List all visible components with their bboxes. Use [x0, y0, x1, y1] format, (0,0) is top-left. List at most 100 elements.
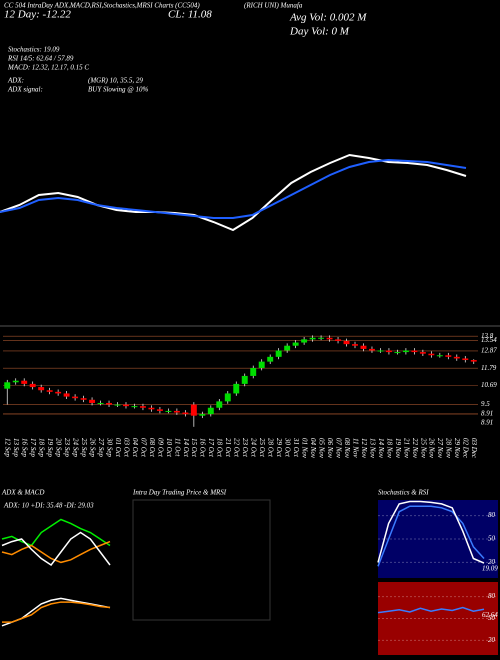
indicator-line: [1, 540, 111, 564]
x-tick-label: 28 Oct: [267, 438, 275, 458]
candle-body: [63, 393, 70, 397]
x-tick-label: 27 Sep: [97, 438, 105, 457]
candle-body: [445, 355, 452, 357]
x-tick-label: 26 Nov: [428, 438, 436, 459]
candle-body: [250, 367, 257, 376]
x-tick-label: 19 Sep: [46, 438, 54, 457]
x-tick-label: 08 Nov: [343, 438, 351, 459]
candle-body: [462, 358, 469, 361]
x-tick-label: 24 Oct: [250, 438, 258, 458]
rsi: RSI 14/5: 62.64 / 57.89: [7, 55, 74, 63]
candle-body: [106, 402, 112, 405]
candle-body: [72, 396, 79, 399]
candle-body: [292, 342, 299, 346]
x-tick-label: 18 Nov: [385, 438, 393, 459]
x-tick-label: 25 Nov: [419, 438, 427, 459]
y-tick-label: 20: [488, 636, 496, 644]
x-tick-label: 21 Nov: [402, 438, 410, 459]
candle-body: [182, 412, 189, 415]
x-tick-label: 03 Oct: [122, 438, 130, 458]
candle-body: [199, 414, 206, 416]
x-tick-label: 19 Nov: [394, 438, 402, 459]
day-change: 12 Day: -12.22: [4, 9, 71, 21]
y-tick-label: 8.91: [481, 410, 493, 418]
avg-volume: Avg Vol: 0.002 M: [289, 12, 367, 24]
y-tick-label: 10.69: [481, 381, 497, 389]
x-tick-label: 12 Sep: [4, 438, 12, 457]
x-tick-label: 31 Oct: [292, 437, 300, 458]
candle-body: [258, 361, 265, 368]
annotation: 19.09: [482, 565, 498, 573]
x-tick-label: 04 Nov: [309, 438, 317, 459]
candle-body: [394, 352, 401, 354]
candle-body: [453, 356, 460, 359]
panel-title: ADX & MACD: [1, 489, 44, 497]
x-tick-label: 30 Oct: [284, 437, 292, 458]
y-tick-label: 13.8: [481, 332, 494, 340]
candle-body: [335, 339, 342, 341]
candle-body: [123, 404, 129, 407]
indicator-line: [377, 505, 485, 567]
candle-body: [275, 350, 282, 357]
x-tick-label: 21 Oct: [224, 438, 232, 458]
x-tick-label: 11 Oct: [173, 438, 181, 457]
candle-body: [29, 383, 36, 388]
x-tick-label: 01 Oct: [114, 438, 122, 458]
y-tick-label: 11.79: [481, 364, 497, 372]
candle-body: [241, 375, 248, 384]
candle-body: [360, 345, 367, 349]
indicator-line: [377, 606, 485, 614]
x-tick-label: 16 Oct: [199, 438, 207, 458]
x-tick-label: 11 Nov: [351, 438, 359, 458]
candle-body: [55, 391, 62, 394]
x-tick-label: 12 Nov: [360, 438, 368, 459]
candle-body: [216, 401, 223, 408]
x-tick-label: 01 Nov: [301, 438, 309, 459]
x-tick-label: 04 Oct: [131, 438, 139, 458]
candle-body: [156, 409, 163, 411]
x-tick-label: 20 Sep: [55, 438, 63, 457]
y-tick-label: 80: [488, 592, 496, 600]
x-tick-label: 07 Nov: [334, 438, 342, 459]
candle-body: [46, 390, 53, 392]
y-tick-label: 8.91: [481, 419, 493, 427]
candle-body: [284, 345, 291, 351]
x-tick-label: 03 Dec: [470, 438, 478, 459]
x-tick-label: 22 Nov: [411, 438, 419, 459]
x-tick-label: 28 Nov: [445, 438, 453, 459]
x-tick-label: 05 Nov: [317, 438, 325, 459]
candle-body: [139, 406, 146, 408]
candle-body: [385, 350, 392, 353]
close-price: CL: 11.08: [168, 9, 212, 21]
x-tick-label: 08 Oct: [148, 438, 156, 458]
x-tick-label: 13 Nov: [368, 438, 376, 459]
x-tick-label: 16 Sep: [21, 438, 29, 457]
candle-body: [224, 393, 231, 402]
y-tick-label: 12.87: [481, 347, 497, 355]
indicator-line: [0, 158, 467, 219]
x-tick-label: 02 Dec: [462, 438, 470, 459]
x-tick-label: 17 Sep: [29, 438, 37, 457]
y-tick-label: 50: [488, 535, 496, 543]
candle-body: [148, 407, 155, 410]
x-tick-label: 06 Nov: [326, 438, 334, 459]
indicator-line: [1, 518, 111, 547]
signal: BUY Slowing @ 10%: [88, 86, 148, 94]
candle-body: [352, 344, 358, 346]
candle-body: [301, 339, 308, 343]
candle-body: [131, 406, 138, 408]
candle-body: [97, 402, 104, 404]
y-tick-label: 13.54: [481, 336, 497, 344]
title-right: (RICH UNI) Munafa: [244, 2, 303, 10]
candle-body: [114, 404, 121, 406]
stochastics: Stochastics: 19.09: [8, 46, 60, 54]
candle-body: [80, 398, 87, 400]
y-tick-label: 50: [488, 614, 496, 622]
panel-title: Intra Day Trading Price & MRSI: [132, 489, 227, 497]
x-tick-label: 07 Oct: [139, 438, 147, 458]
title-left: CC 504 IntraDay ADX,MACD,RSI,Stochastics…: [4, 2, 200, 10]
x-tick-label: 18 Sep: [38, 438, 46, 457]
x-tick-label: 29 Nov: [453, 438, 461, 459]
candle-body: [377, 350, 384, 352]
